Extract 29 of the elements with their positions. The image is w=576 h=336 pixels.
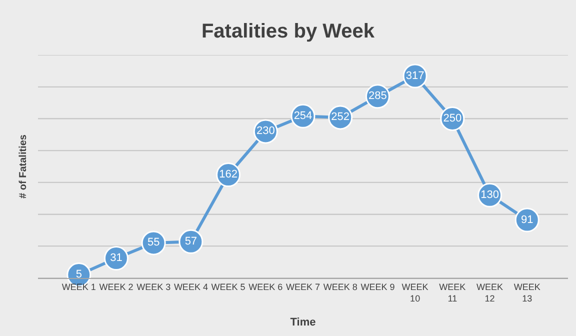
data-label: 317 [406,70,424,82]
x-tick-label: WEEK 10 [402,282,428,304]
x-tick-label: WEEK 5 [211,282,246,292]
x-tick-label: WEEK 13 [514,282,540,304]
data-label: 57 [184,235,198,248]
x-tick-label: WEEK 4 [174,282,208,292]
data-label: 285 [368,90,387,102]
data-label: 254 [294,110,312,122]
data-label: 230 [256,125,275,138]
x-tick-label: WEEK 12 [476,282,504,304]
x-tick-label: WEEK 8 [323,282,358,292]
x-tick-label: WEEK 3 [136,282,171,292]
x-tick-label: WEEK 11 [439,282,466,304]
chart-title: Fatalities by Week [201,20,376,43]
x-axis-title: Time [290,316,316,329]
data-label: 55 [147,236,160,249]
data-label: 31 [110,252,122,264]
y-axis-title: # of Fatalities [18,134,29,198]
data-label: 91 [521,214,534,226]
data-label: 130 [480,188,499,201]
x-tick-label: WEEK 7 [286,282,320,292]
x-tick-label: WEEK 2 [99,282,134,292]
x-tick-label: WEEK 6 [248,282,283,292]
data-label: 252 [331,111,350,124]
data-label: 250 [443,112,462,124]
data-label: 162 [219,168,238,181]
x-tick-label: WEEK 1 [62,282,96,292]
data-label: 5 [76,268,82,281]
x-tick-label: WEEK 9 [360,282,395,292]
